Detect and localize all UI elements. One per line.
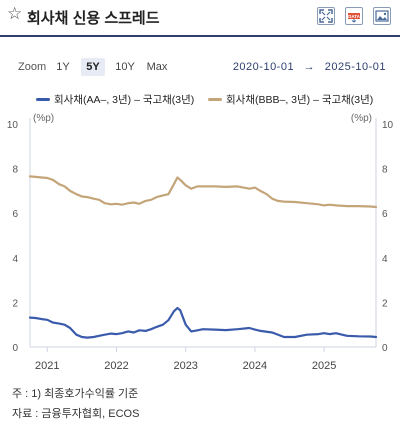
y-left-unit-label: (%p) <box>33 113 54 124</box>
x-tick-label: 2022 <box>104 360 128 370</box>
x-tick-label: 2024 <box>243 360 267 370</box>
source-note: 자료 : 금융투자협회, ECOS <box>12 408 140 420</box>
chart-axes: 0 0 2 2 4 4 6 6 8 8 10 10 (%p) (%p) 2021 2022 2023 2024 20… <box>7 113 394 370</box>
date-range[interactable]: 2020-10-01 → 2025-10-01 <box>233 61 386 73</box>
y-right-tick-label: 2 <box>382 298 388 309</box>
zoom-toolbar: Zoom 1Y 5Y 10Y Max 2020-10-01 → 2025-10-… <box>0 58 400 78</box>
zoom-max-button[interactable]: Max <box>146 61 168 73</box>
y-right-tick-label: 8 <box>382 165 388 176</box>
star-outline-icon[interactable]: ☆ <box>7 4 23 24</box>
y-left-tick-label: 8 <box>12 165 18 176</box>
fullscreen-icon[interactable] <box>317 7 335 25</box>
y-right-unit-label: (%p) <box>351 113 372 124</box>
zoom-10y-button[interactable]: 10Y <box>115 61 135 73</box>
y-left-tick-label: 2 <box>12 298 18 309</box>
data-badge-text: DATA <box>348 14 361 19</box>
y-right-tick-label: 0 <box>382 343 388 354</box>
zoom-label: Zoom <box>18 61 47 73</box>
data-download-icon[interactable]: DATA <box>345 7 363 25</box>
y-left-tick-label: 6 <box>12 209 18 220</box>
chart-legend: 회사채(AA–, 3년) – 국고채(3년) 회사채(BBB–, 3년) – 국… <box>0 92 400 108</box>
legend-label-bbb: 회사채(BBB–, 3년) – 국고채(3년) <box>226 94 374 106</box>
series-line-bbb <box>28 175 378 209</box>
y-right-tick-label: 10 <box>382 120 394 131</box>
chart-series <box>28 175 378 339</box>
footnote: 주 : 1) 최종호가수익률 기준 <box>12 388 139 400</box>
y-right-tick-label: 4 <box>382 254 388 265</box>
chart-title: 회사채 신용 스프레드 <box>27 10 160 27</box>
y-left-tick-label: 10 <box>7 120 19 131</box>
legend-label-aa: 회사채(AA–, 3년) – 국고채(3년) <box>54 94 195 106</box>
y-right-tick-label: 6 <box>382 209 388 220</box>
x-tick-label: 2023 <box>173 360 197 370</box>
y-left-tick-label: 0 <box>12 343 18 354</box>
chart-header: ☆ 회사채 신용 스프레드 DATA <box>0 0 400 37</box>
range-from[interactable]: 2020-10-01 <box>232 61 295 73</box>
legend-swatch-aa <box>36 98 50 101</box>
y-left-tick-label: 4 <box>12 254 18 265</box>
x-tick-label: 2025 <box>312 360 336 370</box>
series-line-aa <box>28 306 378 339</box>
range-arrow: → <box>303 61 316 73</box>
legend-swatch-bbb <box>208 98 222 101</box>
image-download-icon[interactable] <box>373 7 391 25</box>
zoom-5y-button[interactable]: 5Y <box>81 58 105 76</box>
x-tick-label: 2021 <box>35 360 59 370</box>
line-chart: 0 0 2 2 4 4 6 6 8 8 10 10 (%p) (%p) 2021 2022 2023 2024 20… <box>7 113 394 370</box>
zoom-1y-button[interactable]: 1Y <box>56 61 70 73</box>
range-to[interactable]: 2025-10-01 <box>324 61 386 73</box>
